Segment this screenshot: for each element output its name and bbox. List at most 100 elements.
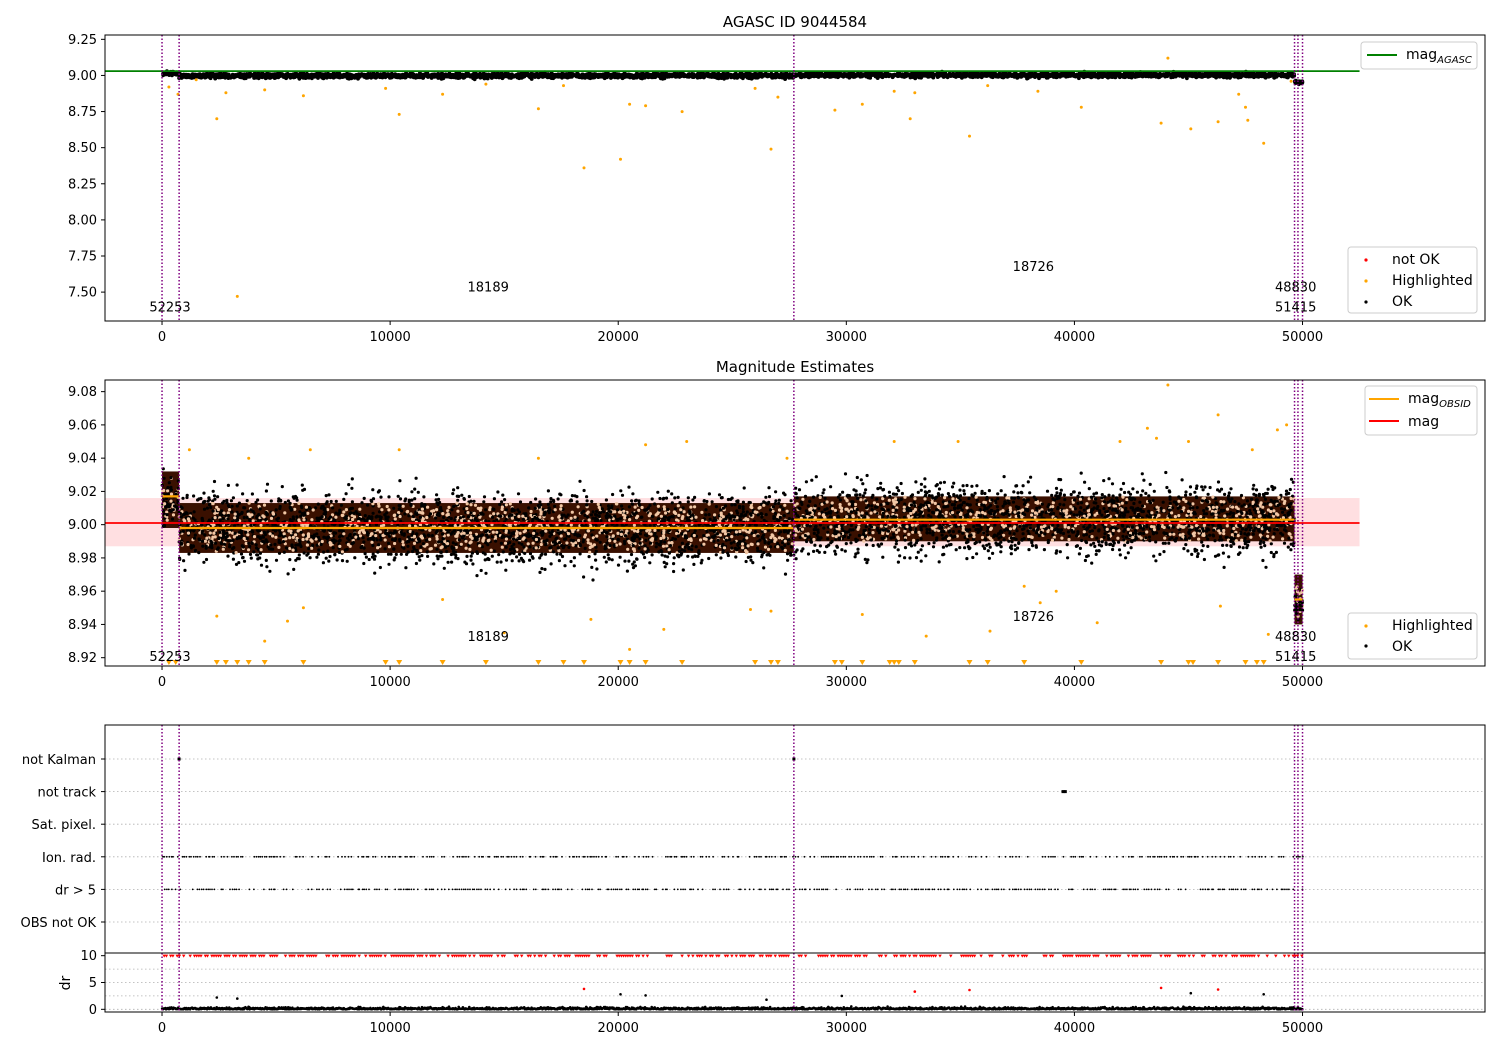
ok-point: [479, 75, 483, 79]
y-tick-label: 7.50: [68, 286, 97, 301]
ok-point: [531, 541, 535, 545]
highlighted-point: [301, 94, 305, 98]
ok-point: [485, 76, 489, 81]
legend-highlighted-label: Highlighted: [1392, 273, 1473, 289]
ok-point: [1040, 71, 1045, 76]
ok-point: [777, 501, 781, 505]
highlighted-point: [1262, 141, 1266, 145]
ok-point: [625, 73, 630, 78]
ok-point: [358, 534, 362, 538]
legend-mag-agasc-main: mag: [1406, 47, 1437, 63]
ok-point: [280, 485, 284, 489]
ok-point: [1035, 72, 1040, 77]
ok-point: [753, 530, 758, 534]
ok-point: [496, 490, 500, 494]
ok-point: [1119, 73, 1123, 78]
ok-point: [572, 564, 576, 568]
ok-point: [456, 509, 460, 513]
ok-point: [679, 74, 683, 79]
ok-point: [617, 72, 621, 77]
ok-point: [569, 72, 574, 77]
y-tick-label: 9.00: [68, 69, 97, 84]
ok-point: [484, 508, 488, 512]
ok-point: [1252, 72, 1257, 76]
ok-point: [377, 510, 382, 514]
ok-point: [315, 74, 320, 78]
ok-point: [1019, 75, 1024, 79]
ok-point: [301, 488, 305, 492]
highlighted-point: [628, 102, 632, 106]
ok-point: [528, 72, 532, 77]
ok-point: [1045, 72, 1049, 77]
ok-point: [575, 500, 579, 504]
ok-point: [1275, 73, 1280, 77]
ok-point: [310, 73, 314, 78]
ok-point: [327, 559, 331, 563]
highlighted-point: [1237, 92, 1241, 96]
ok-point: [165, 513, 169, 517]
ok-point: [235, 504, 239, 508]
ok-point: [576, 505, 580, 509]
highlighted-point: [1216, 120, 1220, 124]
ok-point: [169, 485, 173, 489]
ok-point: [468, 547, 472, 552]
ok-point: [286, 73, 291, 77]
y-tick-label: 8.50: [68, 141, 97, 156]
ok-point: [680, 541, 685, 545]
ok-point: [482, 73, 487, 78]
agasc-panel-title: AGASC ID 9044584: [723, 13, 867, 31]
x-tick-label: 50000: [1282, 330, 1323, 345]
ok-point: [630, 499, 634, 503]
ok-point: [559, 504, 563, 508]
ok-point: [436, 72, 440, 76]
highlighted-point: [397, 112, 401, 116]
ok-point: [237, 71, 242, 76]
ok-point: [247, 548, 251, 552]
ok-point: [223, 73, 228, 77]
ok-point: [192, 494, 196, 498]
ok-point: [186, 542, 190, 547]
ok-point: [429, 74, 433, 79]
ok-point: [411, 530, 415, 535]
ok-point: [419, 545, 423, 549]
highlighted-point: [562, 84, 565, 88]
highlighted-point: [860, 102, 864, 106]
ok-point: [603, 74, 608, 79]
ok-point: [741, 500, 746, 504]
ok-point: [305, 73, 309, 78]
ok-point: [666, 72, 671, 77]
ok-point: [469, 503, 473, 507]
ok-point: [553, 504, 557, 508]
ok-point: [890, 73, 895, 77]
ok-point: [166, 486, 170, 490]
ok-point: [169, 488, 173, 492]
highlighted-point: [536, 107, 540, 111]
ok-point: [227, 508, 232, 512]
ok-point: [316, 502, 320, 506]
ok-point: [856, 71, 861, 76]
ok-point: [488, 74, 493, 78]
ok-point: [274, 508, 278, 512]
ok-point: [1136, 72, 1141, 77]
x-tick-label: 20000: [598, 330, 639, 345]
highlighted-point: [1246, 118, 1250, 122]
ok-point: [619, 489, 623, 493]
ok-point: [332, 531, 336, 535]
ok-point: [781, 507, 785, 511]
ok-point: [170, 517, 175, 521]
ok-point: [226, 483, 230, 487]
ok-point: [557, 559, 562, 563]
ok-point: [764, 495, 768, 499]
ok-point: [498, 74, 502, 79]
ok-point: [721, 75, 725, 80]
ok-point: [268, 569, 272, 573]
legend-not-ok-marker: [1364, 258, 1368, 262]
ok-point: [524, 73, 529, 77]
ok-point: [479, 568, 483, 573]
ok-point: [1235, 71, 1240, 76]
ok-point: [414, 73, 418, 78]
ok-point: [929, 74, 934, 78]
highlighted-point: [776, 95, 780, 99]
ok-point: [452, 73, 456, 78]
ok-point: [879, 71, 884, 76]
